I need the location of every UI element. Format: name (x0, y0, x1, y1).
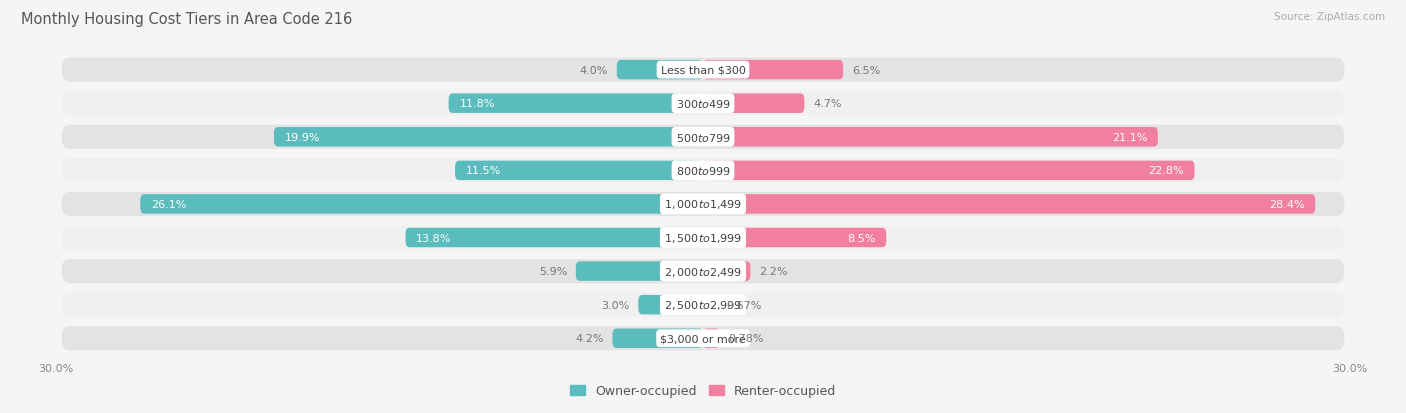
Text: $1,500 to $1,999: $1,500 to $1,999 (664, 231, 742, 244)
FancyBboxPatch shape (703, 94, 804, 114)
FancyBboxPatch shape (638, 295, 703, 315)
FancyBboxPatch shape (62, 159, 1344, 183)
FancyBboxPatch shape (62, 226, 1344, 250)
Text: $500 to $799: $500 to $799 (675, 131, 731, 143)
Text: 2.2%: 2.2% (759, 266, 787, 276)
Text: $2,000 to $2,499: $2,000 to $2,499 (664, 265, 742, 278)
FancyBboxPatch shape (62, 92, 1344, 116)
Text: 4.2%: 4.2% (575, 333, 603, 344)
FancyBboxPatch shape (703, 228, 886, 248)
Text: 0.67%: 0.67% (725, 300, 762, 310)
FancyBboxPatch shape (703, 295, 717, 315)
Text: 13.8%: 13.8% (416, 233, 451, 243)
FancyBboxPatch shape (62, 293, 1344, 317)
Text: 21.1%: 21.1% (1112, 133, 1147, 142)
Text: Less than $300: Less than $300 (661, 65, 745, 76)
FancyBboxPatch shape (62, 259, 1344, 283)
FancyBboxPatch shape (703, 161, 1195, 180)
Text: 6.5%: 6.5% (852, 65, 880, 76)
FancyBboxPatch shape (62, 326, 1344, 351)
FancyBboxPatch shape (141, 195, 703, 214)
Text: 0.78%: 0.78% (728, 333, 763, 344)
FancyBboxPatch shape (62, 58, 1344, 83)
FancyBboxPatch shape (405, 228, 703, 248)
Legend: Owner-occupied, Renter-occupied: Owner-occupied, Renter-occupied (569, 384, 837, 397)
Text: $300 to $499: $300 to $499 (675, 98, 731, 110)
Text: 28.4%: 28.4% (1268, 199, 1305, 209)
FancyBboxPatch shape (62, 126, 1344, 150)
Text: $800 to $999: $800 to $999 (675, 165, 731, 177)
FancyBboxPatch shape (703, 262, 751, 281)
Text: 5.9%: 5.9% (538, 266, 567, 276)
FancyBboxPatch shape (576, 262, 703, 281)
FancyBboxPatch shape (449, 94, 703, 114)
Text: 4.0%: 4.0% (579, 65, 609, 76)
FancyBboxPatch shape (703, 61, 844, 80)
Text: 11.5%: 11.5% (465, 166, 501, 176)
FancyBboxPatch shape (274, 128, 703, 147)
Text: $3,000 or more: $3,000 or more (661, 333, 745, 344)
Text: 8.5%: 8.5% (846, 233, 876, 243)
Text: $1,000 to $1,499: $1,000 to $1,499 (664, 198, 742, 211)
FancyBboxPatch shape (703, 128, 1159, 147)
Text: 11.8%: 11.8% (460, 99, 495, 109)
FancyBboxPatch shape (613, 329, 703, 348)
Text: 19.9%: 19.9% (285, 133, 321, 142)
Text: 26.1%: 26.1% (150, 199, 187, 209)
Text: $2,500 to $2,999: $2,500 to $2,999 (664, 299, 742, 311)
FancyBboxPatch shape (456, 161, 703, 180)
Text: 3.0%: 3.0% (602, 300, 630, 310)
Text: Source: ZipAtlas.com: Source: ZipAtlas.com (1274, 12, 1385, 22)
Text: 22.8%: 22.8% (1149, 166, 1184, 176)
FancyBboxPatch shape (703, 329, 720, 348)
FancyBboxPatch shape (703, 195, 1315, 214)
Text: 4.7%: 4.7% (813, 99, 841, 109)
FancyBboxPatch shape (617, 61, 703, 80)
Text: Monthly Housing Cost Tiers in Area Code 216: Monthly Housing Cost Tiers in Area Code … (21, 12, 353, 27)
FancyBboxPatch shape (62, 192, 1344, 216)
